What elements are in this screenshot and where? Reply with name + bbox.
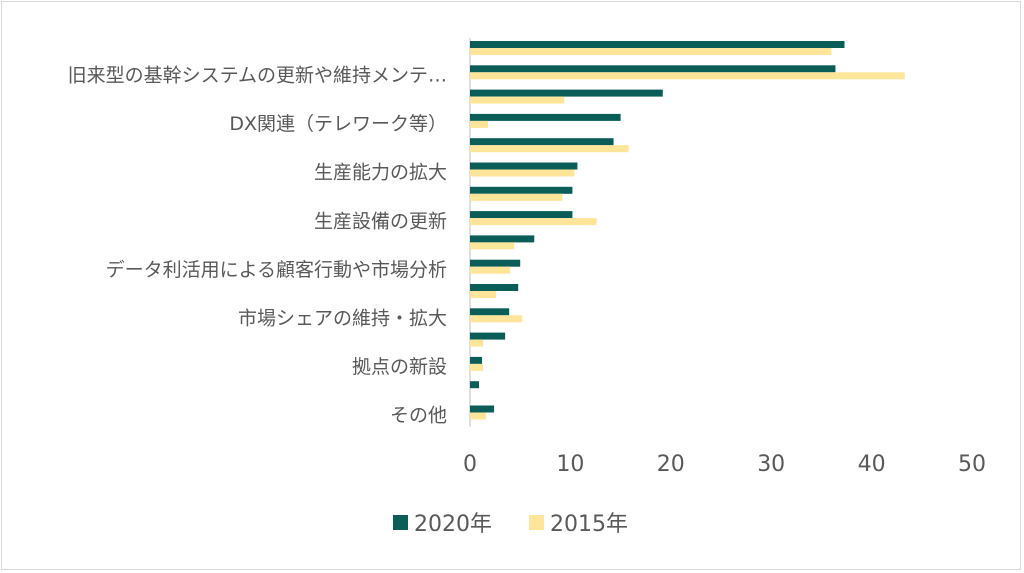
bar-2020年-10 <box>470 284 519 291</box>
x-tick-label: 10 <box>556 452 584 477</box>
bar-2015年-6 <box>470 193 563 201</box>
bar-2020年-4 <box>470 138 614 146</box>
bar-2015年-1 <box>470 72 905 80</box>
bar-2020年-11 <box>470 308 510 316</box>
x-tick-labels: 0 10 20 30 40 50 <box>463 452 986 477</box>
bar-2020年-14 <box>470 381 480 389</box>
bar-2015年-13 <box>470 363 484 371</box>
bar-2015年-4 <box>470 145 629 153</box>
category-label: 拠点の新設 <box>352 356 447 378</box>
bar-2015年-15 <box>470 412 487 420</box>
bar-2020年-15 <box>470 405 495 413</box>
category-label: 市場シェアの維持・拡大 <box>238 307 447 329</box>
bar-2020年-5 <box>470 162 578 170</box>
bar-2015年-12 <box>470 339 484 347</box>
x-tick-label: 30 <box>757 452 785 477</box>
bar-2015年-10 <box>470 291 497 298</box>
bar-2015年-11 <box>470 315 523 323</box>
bar-2020年-2 <box>470 89 663 97</box>
bar-2020年-0 <box>470 41 845 48</box>
legend: 2020年 2015年 <box>393 512 628 537</box>
bars-group <box>470 41 905 420</box>
legend-swatch-2015年 <box>529 515 544 530</box>
category-label: その他 <box>390 405 447 427</box>
bar-2020年-9 <box>470 259 521 267</box>
bar-2020年-8 <box>470 235 535 243</box>
bar-2015年-7 <box>470 218 597 226</box>
bar-2020年-1 <box>470 65 836 73</box>
x-tick-label: 20 <box>657 452 685 477</box>
category-label: 旧来型の基幹システムの更新や維持メンテ… <box>68 64 447 86</box>
category-label: DX関連（テレワーク等） <box>229 113 447 135</box>
category-label: 生産設備の更新 <box>314 210 447 232</box>
bar-2020年-6 <box>470 186 573 194</box>
bar-2015年-9 <box>470 266 511 274</box>
category-label: 生産能力の拡大 <box>314 162 447 184</box>
bar-2020年-12 <box>470 332 506 340</box>
legend-swatch-2020年 <box>393 515 408 530</box>
x-tick-label: 0 <box>463 452 477 477</box>
bar-2015年-0 <box>470 48 832 55</box>
x-tick-label: 40 <box>858 452 886 477</box>
bar-2020年-7 <box>470 211 573 219</box>
bar-2020年-13 <box>470 356 483 364</box>
bar-2015年-3 <box>470 120 489 128</box>
category-labels: 旧来型の基幹システムの更新や維持メンテ… DX関連（テレワーク等） 生産能力の拡大生… <box>68 64 447 426</box>
x-tick-label: 50 <box>958 452 986 477</box>
legend-label-2020年: 2020年 <box>414 512 492 537</box>
legend-label-2015年: 2015年 <box>550 512 628 537</box>
bar-2015年-2 <box>470 96 565 104</box>
bar-2020年-3 <box>470 113 621 121</box>
category-label: データ利活用による顧客行動や市場分析 <box>106 259 447 281</box>
bar-2015年-8 <box>470 242 515 250</box>
bar-2015年-5 <box>470 169 575 177</box>
